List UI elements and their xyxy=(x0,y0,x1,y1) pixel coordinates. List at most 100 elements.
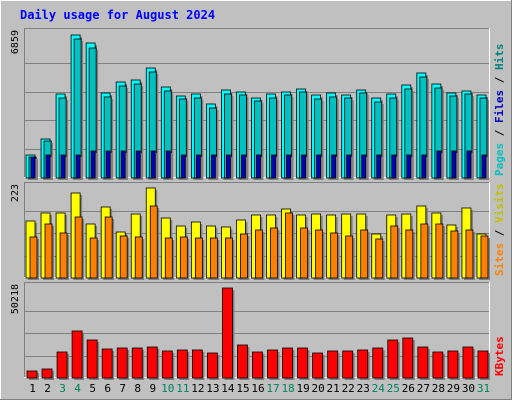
bar-kbytes xyxy=(462,346,474,379)
bar-pages xyxy=(271,154,276,179)
x-tick-label: 3 xyxy=(59,382,66,395)
bar-pages xyxy=(210,154,216,179)
panel-border-dark xyxy=(24,182,490,278)
bar-pages xyxy=(165,150,171,179)
bar-pages xyxy=(241,154,246,179)
x-tick-label: 27 xyxy=(417,382,430,395)
bar-kbytes xyxy=(357,349,369,379)
bar-kbytes xyxy=(71,330,83,379)
panel-legend: Sites / Visits xyxy=(493,183,506,276)
bar-sites xyxy=(435,223,444,279)
panel-bars xyxy=(25,187,490,280)
panel-bars xyxy=(26,287,490,380)
bar-sites xyxy=(360,229,369,279)
x-tick-label: 8 xyxy=(134,382,141,395)
bar-kbytes xyxy=(372,347,384,379)
panel-legend: Pages / Files / Hits xyxy=(493,44,506,177)
x-tick-label: 5 xyxy=(89,382,96,395)
bar-sites xyxy=(300,227,308,279)
legend-entry-sites: Sites xyxy=(493,243,506,276)
panel-max-label: 50218 xyxy=(10,284,21,314)
bar-sites xyxy=(375,238,384,279)
x-tick-label: 19 xyxy=(296,382,309,395)
legend-separator: / xyxy=(493,123,506,143)
bar-pages xyxy=(195,154,201,179)
bar-kbytes xyxy=(56,351,68,379)
x-tick-label: 11 xyxy=(176,382,189,395)
bar-sites xyxy=(209,237,218,279)
x-tick-label: 12 xyxy=(191,382,204,395)
bar-sites xyxy=(74,216,83,279)
legend-separator: / xyxy=(493,70,506,90)
bar-kbytes xyxy=(101,348,113,379)
panel-border-dark xyxy=(24,28,490,178)
x-tick-label: 22 xyxy=(342,382,355,395)
bar-pages xyxy=(301,154,306,179)
bar-sites xyxy=(104,216,113,279)
bar-pages xyxy=(361,154,367,179)
bar-sites xyxy=(465,229,474,279)
bar-pages xyxy=(150,150,156,179)
bar-kbytes xyxy=(146,346,158,379)
bar-sites xyxy=(330,232,339,279)
bar-kbytes xyxy=(86,339,98,379)
x-tick-label: 2 xyxy=(44,382,51,395)
bar-pages xyxy=(451,150,457,179)
bar-kbytes xyxy=(282,347,293,379)
x-tick-label: 1 xyxy=(29,382,36,395)
bar-kbytes xyxy=(327,350,339,379)
bar-kbytes xyxy=(402,337,414,379)
bar-kbytes xyxy=(131,347,143,379)
bar-sites xyxy=(119,235,128,279)
bar-kbytes xyxy=(41,368,53,379)
bar-sites xyxy=(450,230,459,279)
bar-pages xyxy=(256,154,261,179)
bar-kbytes xyxy=(267,349,278,379)
bar-sites xyxy=(270,227,278,279)
bar-kbytes xyxy=(432,351,444,379)
bar-pages xyxy=(180,154,186,179)
bar-kbytes xyxy=(191,349,203,379)
bar-kbytes xyxy=(26,370,38,379)
bar-sites xyxy=(29,236,38,279)
panel-legend: KBytes xyxy=(493,336,506,376)
bar-kbytes xyxy=(312,352,324,379)
bar-sites xyxy=(390,225,399,279)
panel-max-label: 223 xyxy=(10,184,21,202)
bar-kbytes xyxy=(176,349,188,379)
chart-panels: 6859 Pages / Files / Hits 223 Sites / Visit… xyxy=(10,28,506,380)
bar-sites xyxy=(149,205,158,279)
bar-pages xyxy=(316,154,322,179)
x-tick-label: 28 xyxy=(432,382,445,395)
bar-pages xyxy=(286,154,291,179)
bar-sites xyxy=(315,229,324,279)
bar-pages xyxy=(135,150,141,179)
bar-sites xyxy=(405,229,414,279)
x-tick-label: 15 xyxy=(236,382,249,395)
bar-kbytes xyxy=(342,350,354,379)
bar-kbytes xyxy=(417,346,429,379)
x-tick-label: 9 xyxy=(149,382,156,395)
x-tick-label: 16 xyxy=(251,382,264,395)
bar-pages xyxy=(436,150,442,179)
x-tick-label: 25 xyxy=(387,382,400,395)
x-tick-label: 26 xyxy=(402,382,415,395)
bar-pages xyxy=(120,150,126,179)
x-tick-label: 18 xyxy=(281,382,294,395)
bar-sites xyxy=(194,237,203,279)
panel-border-dark xyxy=(24,282,490,378)
bar-kbytes xyxy=(237,344,248,379)
x-tick-label: 21 xyxy=(327,382,340,395)
x-tick-label: 20 xyxy=(312,382,325,395)
bar-sites xyxy=(255,229,263,279)
x-tick-label: 29 xyxy=(447,382,460,395)
legend-entry-files: Files xyxy=(493,90,506,123)
chart-title: Daily usage for August 2024 xyxy=(20,8,215,22)
legend-separator: / xyxy=(493,223,506,243)
bar-sites xyxy=(59,232,68,279)
bar-pages xyxy=(75,154,81,179)
x-tick-label: 6 xyxy=(104,382,111,395)
bar-sites xyxy=(225,237,233,279)
bar-pages xyxy=(466,150,472,179)
